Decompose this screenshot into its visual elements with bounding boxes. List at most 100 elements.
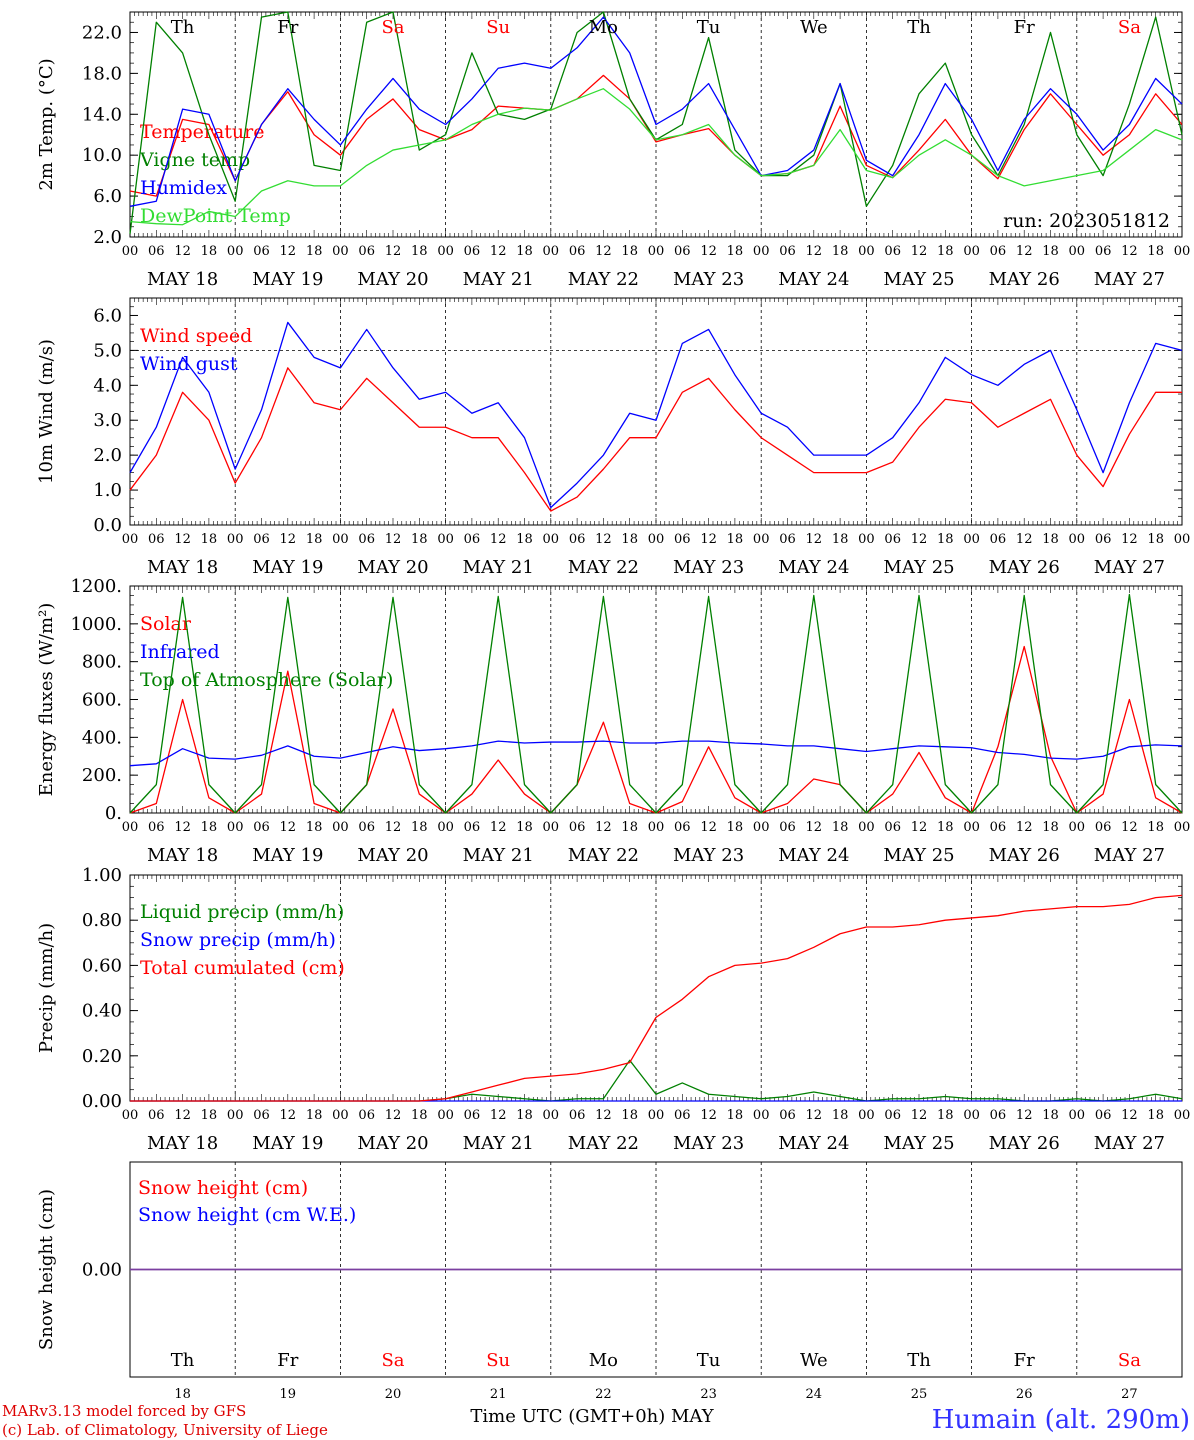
x-hour-label: 12 [280,820,297,835]
day-number-label: 25 [911,1387,928,1402]
x-hour-label: 18 [727,532,744,547]
x-hour-label: 18 [1042,244,1059,259]
x-hour-label: 18 [306,820,323,835]
x-hour-label: 12 [700,1108,717,1123]
x-hour-label: 06 [569,1108,586,1123]
x-hour-label: 06 [253,820,270,835]
x-day-label: MAY 25 [883,269,954,290]
x-day-label: MAY 24 [778,845,849,866]
day-number-label: 21 [490,1387,507,1402]
panel-2: 0.0 1.0 2.0 3.0 4.0 5.0 6.0 10m Wind (m/s) Wind … [36,297,1191,578]
x-hour-label: 18 [201,244,218,259]
x-hour-label: 00 [1174,532,1191,547]
x-hour-label: 00 [437,1108,454,1123]
x-hour-label: 00 [227,1108,244,1123]
y-tick-label: 0.20 [82,1046,122,1067]
series-line-2-2 [129,321,1183,509]
x-day-label: MAY 19 [252,269,323,290]
x-hour-label: 12 [911,532,928,547]
x-hour-label: 18 [516,532,533,547]
x-hour-label: 12 [1121,244,1138,259]
y-tick-label: 4.0 [93,375,122,396]
x-hour-label: 12 [490,532,507,547]
x-hour-label: 18 [1147,820,1164,835]
y-tick-label: 14.0 [82,104,122,125]
x-hour-label: 06 [358,820,375,835]
x-hour-label: 18 [1147,244,1164,259]
x-hour-label: 06 [253,1108,270,1123]
x-hour-label: 00 [543,532,560,547]
x-hour-label: 12 [595,1108,612,1123]
x-day-label: MAY 24 [778,1133,849,1154]
series-line-1-1 [129,74,1183,197]
x-hour-label: 12 [174,244,191,259]
x-hour-label: 18 [937,532,954,547]
x-hour-label: 12 [174,1108,191,1123]
x-hour-label: 06 [464,820,481,835]
x-hour-label: 18 [411,820,428,835]
x-hour-label: 12 [1121,532,1138,547]
x-hour-label: 18 [1042,1108,1059,1123]
weekday-label: Fr [1014,17,1035,38]
y-tick-label: 1.00 [82,865,122,886]
day-number-label: 19 [280,1387,297,1402]
x-hour-label: 06 [674,1108,691,1123]
x-hour-label: 12 [490,820,507,835]
y-axis-label: 2m Temp. (°C) [36,58,57,190]
legend-entry: Humidex [140,177,227,199]
x-hour-label: 18 [201,1108,218,1123]
x-hour-label: 12 [700,244,717,259]
weekday-label: Su [486,1350,510,1371]
y-tick-label: 1.0 [93,480,122,501]
x-hour-label: 12 [595,820,612,835]
x-hour-label: 12 [700,820,717,835]
x-hour-label: 12 [700,532,717,547]
x-day-label: MAY 18 [147,1133,218,1154]
x-hour-label: 00 [648,244,665,259]
x-hour-label: 00 [1069,820,1086,835]
x-day-label: MAY 22 [568,845,639,866]
x-day-label: MAY 23 [673,269,744,290]
x-hour-label: 00 [1174,244,1191,259]
y-tick-label: 5.0 [93,340,122,361]
x-hour-label: 06 [569,244,586,259]
x-hour-label: 18 [832,532,849,547]
x-hour-label: 06 [464,1108,481,1123]
y-tick-label: 0.80 [82,910,122,931]
y-tick-label: 22.0 [82,22,122,43]
x-hour-label: 00 [122,820,139,835]
x-hour-label: 06 [148,1108,165,1123]
x-hour-label: 00 [1174,820,1191,835]
x-hour-label: 06 [674,244,691,259]
x-day-label: MAY 18 [147,557,218,578]
x-hour-label: 18 [621,532,638,547]
x-hour-label: 18 [621,244,638,259]
x-hour-label: 18 [516,244,533,259]
run-label: run: 2023051812 [1003,210,1170,232]
x-hour-label: 00 [543,1108,560,1123]
x-hour-label: 06 [1095,1108,1112,1123]
legend-entry: Infrared [140,641,220,663]
x-hour-label: 06 [1095,532,1112,547]
day-number-label: 22 [595,1387,612,1402]
x-day-label: MAY 25 [883,557,954,578]
x-hour-label: 00 [122,1108,139,1123]
x-hour-label: 00 [122,244,139,259]
x-day-label: MAY 22 [568,557,639,578]
x-hour-label: 00 [227,820,244,835]
x-day-label: MAY 23 [673,845,744,866]
y-tick-label: 600. [82,690,122,711]
y-tick-label: 0.00 [82,1091,122,1112]
panel-4: 0.00 0.20 0.40 0.60 0.80 1.00 Precip (mm/h) Liq… [36,865,1190,1154]
weekday-label: Fr [277,1350,298,1371]
x-hour-label: 06 [1095,244,1112,259]
y-tick-label: 400. [82,727,122,748]
weekday-label: Th [907,17,931,38]
x-hour-label: 06 [884,820,901,835]
x-hour-label: 18 [201,820,218,835]
y-tick-label: 1000. [70,614,122,635]
x-hour-label: 00 [648,532,665,547]
y-axis-label: Energy fluxes (W/m²) [36,603,57,797]
weekday-label: Th [171,1350,195,1371]
x-day-label: MAY 26 [989,845,1060,866]
